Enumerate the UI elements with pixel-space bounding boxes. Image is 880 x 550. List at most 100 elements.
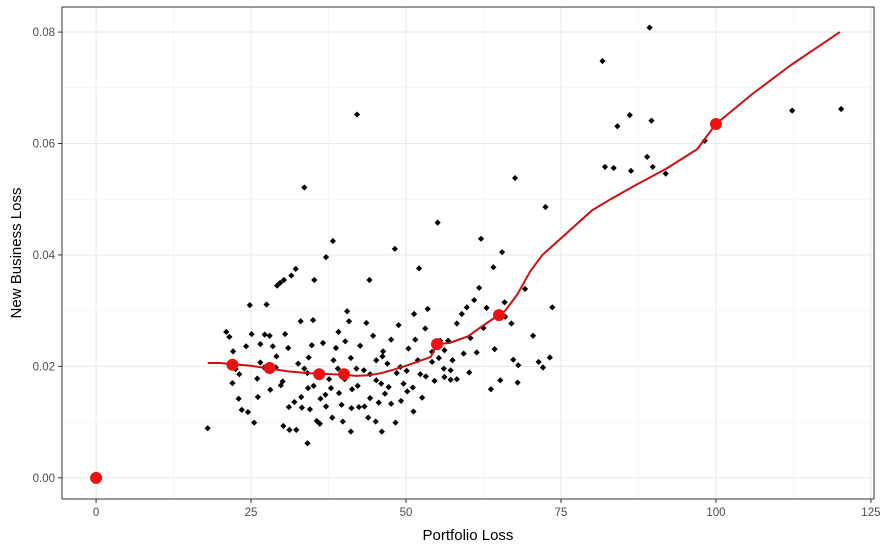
data-point [392, 419, 399, 426]
data-point [549, 304, 556, 311]
data-point [393, 369, 400, 377]
data-point [329, 414, 336, 421]
data-point [353, 111, 361, 118]
minor-gridlines [62, 7, 874, 499]
data-point [424, 305, 431, 313]
data-point [301, 365, 308, 372]
data-point [417, 371, 424, 378]
data-point [409, 384, 416, 391]
x-tick-label: 25 [245, 507, 258, 519]
data-point [614, 123, 621, 130]
data-point [327, 385, 335, 392]
data-point [445, 337, 452, 344]
data-point [410, 408, 417, 415]
data-point [342, 338, 349, 345]
plot-panel [61, 6, 875, 500]
data-point [293, 426, 300, 434]
data-point [267, 386, 274, 393]
data-point [309, 317, 317, 324]
data-point [428, 348, 436, 356]
data-point [292, 265, 299, 272]
data-point [235, 395, 242, 402]
x-tick-label: 0 [93, 507, 99, 519]
data-point [453, 376, 460, 383]
data-point [372, 418, 379, 425]
data-point [326, 376, 333, 383]
data-point [395, 322, 402, 329]
highlight-point [709, 118, 722, 131]
data-point [236, 371, 243, 378]
data-point [251, 419, 258, 426]
data-point [644, 153, 651, 160]
highlight-point [90, 471, 103, 484]
data-point [512, 174, 519, 182]
data-point [546, 354, 553, 361]
fit-line [207, 31, 841, 377]
data-point [345, 318, 353, 325]
data-point [223, 328, 230, 335]
data-point [435, 354, 442, 362]
data-point [477, 235, 485, 242]
data-point [280, 276, 288, 284]
data-point [460, 350, 467, 357]
data-point [282, 330, 289, 338]
data-point [388, 336, 395, 343]
data-point [365, 414, 372, 421]
data-point [286, 426, 293, 434]
data-point [400, 380, 407, 387]
data-point [440, 365, 447, 372]
data-point [447, 376, 454, 383]
data-point [373, 357, 380, 364]
data-point [476, 284, 483, 291]
data-point [254, 393, 261, 401]
data-point [266, 332, 273, 339]
y-tick-label: 0.08 [33, 27, 55, 39]
data-point [514, 379, 521, 386]
data-point [344, 308, 351, 315]
highlight-point [313, 368, 326, 381]
data-point [355, 403, 363, 411]
data-point [410, 310, 418, 318]
data-point [428, 358, 436, 366]
data-point [366, 276, 373, 284]
data-point [384, 360, 391, 367]
data-point [261, 331, 268, 338]
data-point [335, 328, 342, 335]
y-axis: 0.00 0.02 0.04 0.06 0.08 [33, 27, 62, 485]
data-point [295, 360, 302, 367]
data-point [301, 184, 308, 191]
x-tick-label: 75 [555, 507, 568, 519]
data-point [388, 400, 395, 407]
data-point [242, 343, 250, 350]
data-point [329, 237, 336, 245]
data-point [229, 348, 237, 355]
x-axis-title: Portfolio Loss [423, 527, 514, 544]
data-point [335, 390, 343, 397]
fit-line-layer [207, 31, 841, 377]
data-point [269, 343, 276, 350]
data-point [473, 349, 480, 356]
data-point [248, 330, 255, 338]
highlight-point [338, 368, 351, 381]
data-point [648, 117, 655, 124]
data-point [510, 356, 517, 363]
data-point [535, 358, 542, 366]
data-point [449, 357, 456, 364]
data-point [501, 299, 508, 306]
data-point [789, 107, 796, 114]
x-tick-label: 125 [861, 507, 880, 519]
data-point [498, 249, 506, 256]
data-point [838, 105, 845, 113]
data-point [453, 320, 460, 327]
x-tick-label: 100 [706, 507, 725, 519]
data-point [273, 353, 280, 360]
data-point [431, 377, 438, 384]
data-point [508, 320, 515, 327]
data-point [297, 318, 304, 325]
data-point [238, 406, 245, 413]
data-point [361, 403, 368, 410]
data-point [316, 420, 323, 427]
data-point [542, 203, 549, 211]
data-point [322, 403, 330, 410]
data-point [373, 377, 380, 384]
